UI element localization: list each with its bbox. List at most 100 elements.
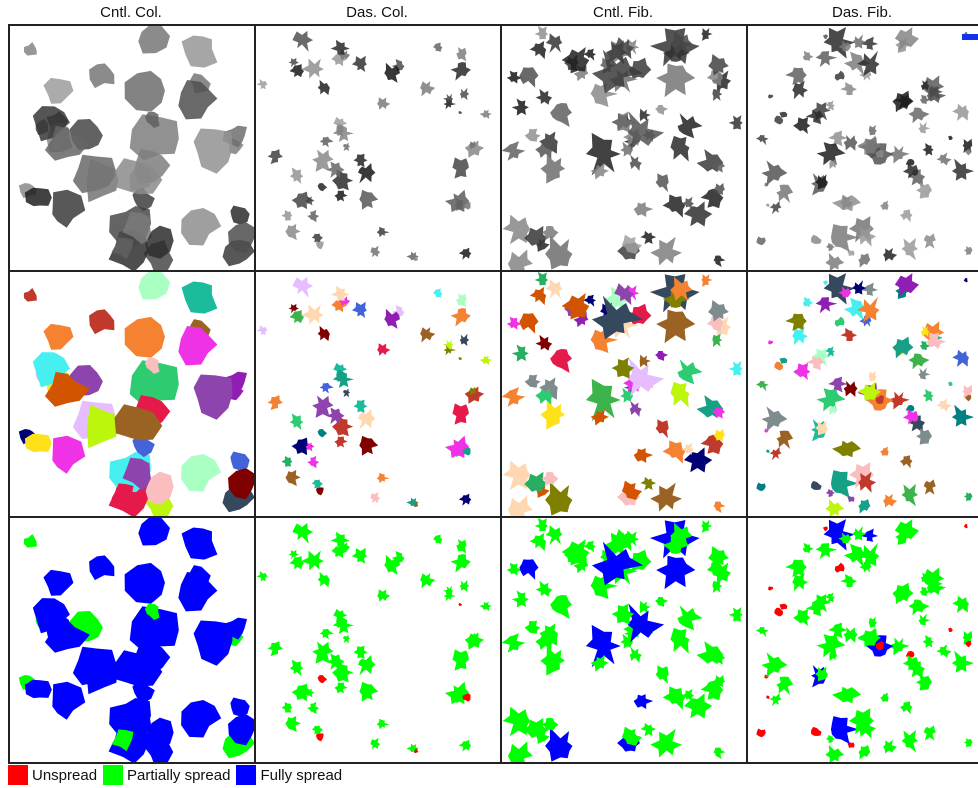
cell-30 xyxy=(963,492,973,501)
cell-62 xyxy=(825,744,845,762)
cell-39 xyxy=(681,442,694,455)
cell-7 xyxy=(529,286,547,306)
cell-5 xyxy=(89,63,115,89)
cell-8 xyxy=(468,140,477,150)
cell-9 xyxy=(433,288,443,298)
cell-33 xyxy=(178,80,218,120)
cell-29 xyxy=(706,561,723,578)
cell-58 xyxy=(629,646,642,663)
cell-28 xyxy=(289,167,304,185)
cell-24 xyxy=(289,310,305,324)
cell-27 xyxy=(550,103,573,128)
cell-68 xyxy=(701,273,713,287)
cell-21 xyxy=(43,77,74,104)
cell-16 xyxy=(843,51,871,76)
legend-item-partially-spread: Partially spread xyxy=(103,765,230,785)
panel-raw-grayscale-1 xyxy=(254,24,502,272)
cell-63 xyxy=(621,726,643,746)
cell-14 xyxy=(802,50,814,62)
panel-image xyxy=(18,26,254,270)
cell-43 xyxy=(384,308,400,329)
cell-15 xyxy=(230,205,250,225)
cell-60 xyxy=(825,346,835,357)
cell-49 xyxy=(319,382,334,394)
panel-image xyxy=(256,30,492,262)
panel-segmentation-colored-2 xyxy=(500,270,748,518)
cell-5 xyxy=(351,301,367,318)
cell-65 xyxy=(612,603,635,625)
panel-raw-grayscale-0 xyxy=(8,24,256,272)
cell-60 xyxy=(825,100,835,111)
cell-62 xyxy=(627,603,665,643)
cell-18 xyxy=(124,316,165,358)
cell-15 xyxy=(670,627,690,654)
cell-33 xyxy=(178,326,218,366)
cell-61 xyxy=(926,86,947,104)
cell-23 xyxy=(507,249,533,270)
cell-37 xyxy=(887,637,910,656)
cell-8 xyxy=(545,235,573,270)
cell-54 xyxy=(656,63,696,98)
cell-12 xyxy=(181,208,222,246)
cell-5 xyxy=(860,36,879,51)
cell-70 xyxy=(948,627,953,633)
cell-3 xyxy=(502,706,531,737)
cell-62 xyxy=(825,252,845,270)
cell-35 xyxy=(228,222,254,254)
cell-44 xyxy=(894,273,920,297)
column-title-cntl-col: Cntl. Col. xyxy=(100,4,162,21)
cell-24 xyxy=(289,64,305,78)
cell-28 xyxy=(834,562,845,573)
cell-34 xyxy=(111,483,134,506)
cell-73 xyxy=(922,634,934,648)
cell-3 xyxy=(420,573,436,589)
cell-8 xyxy=(468,632,477,642)
cell-26 xyxy=(193,620,233,666)
cell-58 xyxy=(857,542,880,569)
cell-42 xyxy=(370,737,381,750)
cell-3 xyxy=(420,327,436,343)
cell-41 xyxy=(511,344,529,362)
cell-1 xyxy=(333,609,348,623)
cell-18 xyxy=(452,649,469,671)
cell-37 xyxy=(44,371,90,407)
cell-36 xyxy=(32,598,70,634)
cell-50 xyxy=(952,349,969,368)
cell-69 xyxy=(829,650,838,662)
cell-45 xyxy=(963,523,968,529)
cell-25 xyxy=(541,471,559,487)
cell-37 xyxy=(44,617,90,653)
cell-64 xyxy=(815,666,828,682)
cell-77 xyxy=(756,482,766,492)
cell-28 xyxy=(834,70,845,81)
cell-19 xyxy=(539,131,558,154)
cell-23 xyxy=(755,381,769,392)
cell-61 xyxy=(540,154,566,184)
cell-75 xyxy=(883,739,898,754)
cell-40 xyxy=(292,522,314,544)
cell-8 xyxy=(138,272,170,300)
cell-17 xyxy=(711,316,732,337)
cell-9 xyxy=(181,281,218,314)
cell-26 xyxy=(315,487,324,496)
cell-72 xyxy=(858,471,877,493)
cell-68 xyxy=(816,142,846,166)
cell-33 xyxy=(291,191,314,210)
cell-32 xyxy=(534,26,549,40)
cell-53 xyxy=(307,701,320,715)
cell-31 xyxy=(880,200,889,210)
cell-65 xyxy=(923,479,936,495)
panel-image xyxy=(18,518,254,762)
cell-5 xyxy=(860,282,879,297)
cell-5 xyxy=(89,555,115,581)
cell-16 xyxy=(655,173,669,193)
cell-3 xyxy=(86,651,119,695)
cell-59 xyxy=(902,655,919,671)
cell-50 xyxy=(952,595,969,614)
cell-20 xyxy=(908,599,930,616)
cell-55 xyxy=(919,340,931,351)
cell-37 xyxy=(44,125,90,161)
cell-15 xyxy=(670,381,690,408)
cell-62 xyxy=(627,357,665,397)
cell-32 xyxy=(458,739,472,752)
